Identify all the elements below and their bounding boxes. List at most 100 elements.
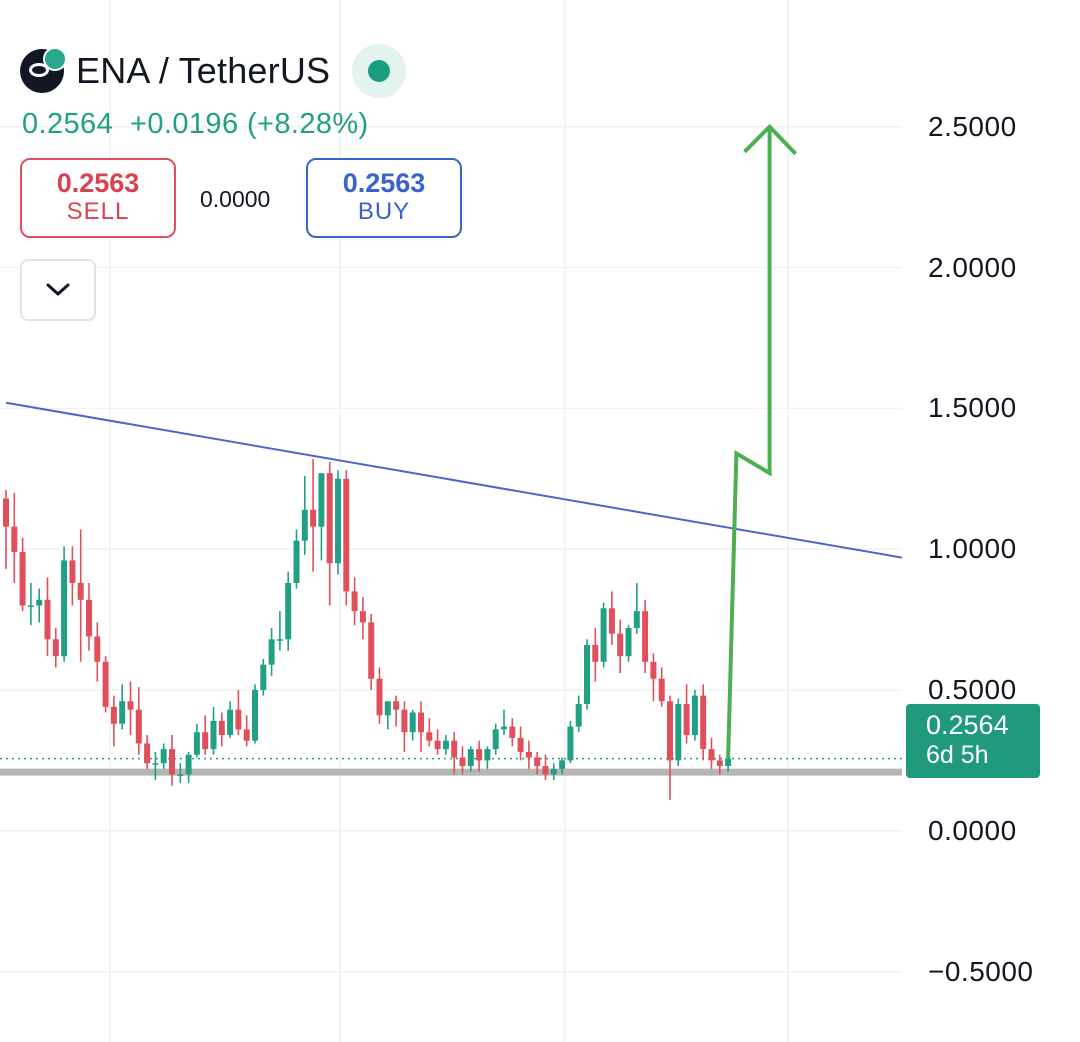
candle-body (243, 729, 250, 741)
price-change: +0.0196 (130, 108, 239, 140)
sell-button[interactable]: 0.2563 SELL (20, 158, 176, 238)
candle-body (658, 678, 665, 702)
candle (675, 698, 682, 767)
candle (318, 473, 325, 561)
candle-body (193, 732, 200, 755)
candle (285, 571, 292, 651)
candle (235, 689, 242, 736)
candle-body (102, 661, 109, 707)
candle (69, 546, 76, 606)
candle (152, 751, 159, 781)
candle-body (177, 774, 184, 776)
candle-body (359, 611, 366, 623)
candle (351, 577, 358, 626)
candle-body (459, 757, 466, 767)
candle (335, 470, 341, 575)
candle-body (44, 599, 51, 640)
candle-body (584, 644, 590, 705)
candle (169, 735, 175, 786)
candle (716, 754, 723, 775)
candle (343, 470, 350, 606)
candle-body (501, 726, 507, 730)
candle (210, 706, 217, 755)
candle (550, 763, 557, 781)
candle (509, 718, 516, 747)
candle (110, 695, 117, 747)
candle (94, 622, 101, 682)
candle (326, 461, 333, 606)
candle-body (152, 763, 159, 765)
candle (459, 746, 466, 775)
candle (3, 490, 9, 569)
candle (492, 723, 499, 755)
buy-button[interactable]: 0.2563 BUY (306, 158, 462, 238)
candle-body (725, 758, 732, 767)
candle-body (169, 749, 175, 775)
candle (61, 546, 68, 662)
candle-body (492, 729, 499, 750)
candle-body (550, 768, 557, 775)
candle (426, 718, 433, 747)
support-zone (0, 768, 902, 776)
candle (44, 577, 51, 657)
chevron-down-icon (46, 283, 70, 296)
candle-body (351, 591, 358, 612)
candle-body (11, 526, 18, 552)
y-tick-label: 1.5000 (928, 392, 1017, 424)
candle-body (716, 760, 723, 767)
buy-price: 0.2563 (342, 167, 426, 198)
y-tick-label: 0.5000 (928, 673, 1017, 705)
candle-body (293, 540, 300, 583)
expand-dropdown-button[interactable] (20, 259, 96, 321)
sell-label: SELL (66, 198, 130, 226)
candle-body (484, 749, 491, 761)
candle (227, 701, 234, 738)
symbol-title: ENA / TetherUS (76, 50, 331, 91)
candle (575, 695, 582, 733)
candle (52, 628, 59, 668)
candle (592, 628, 599, 682)
candle-body (525, 751, 532, 758)
y-tick-label: 2.0000 (928, 251, 1017, 283)
candle (135, 687, 142, 755)
candle-body (442, 740, 449, 750)
candle-body (708, 749, 715, 761)
candle-body (210, 720, 217, 750)
candle (193, 723, 200, 758)
candle (11, 492, 18, 583)
candle-body (27, 605, 34, 607)
candle-body (94, 636, 101, 662)
candle (393, 695, 400, 727)
candle-body (77, 582, 84, 600)
candle-body (600, 608, 607, 662)
candle-body (235, 709, 242, 730)
candle (127, 681, 134, 736)
projection-arrowhead (743, 123, 798, 156)
candle (608, 591, 615, 645)
candle (542, 754, 549, 781)
candle (144, 735, 151, 769)
candle-body (218, 720, 225, 736)
candle-body (434, 740, 441, 750)
candle-body (592, 644, 599, 662)
candle-body (509, 726, 516, 738)
y-tick-label: 0.0000 (928, 814, 1017, 846)
candle (534, 751, 541, 775)
candle-body (252, 689, 258, 741)
y-tick-label: 2.5000 (928, 110, 1017, 142)
ena-logo-icon (20, 47, 67, 93)
candle-body (69, 560, 76, 583)
descending-trendline (5, 401, 903, 559)
candle-body (418, 712, 424, 733)
projection-path (726, 126, 772, 759)
candle (418, 701, 424, 752)
candle (260, 658, 267, 696)
candle-body (86, 599, 92, 637)
candle (567, 720, 574, 764)
candle (484, 746, 491, 769)
candle (102, 656, 109, 713)
candle (77, 529, 84, 662)
candle-body (401, 709, 408, 733)
candle (700, 684, 707, 761)
